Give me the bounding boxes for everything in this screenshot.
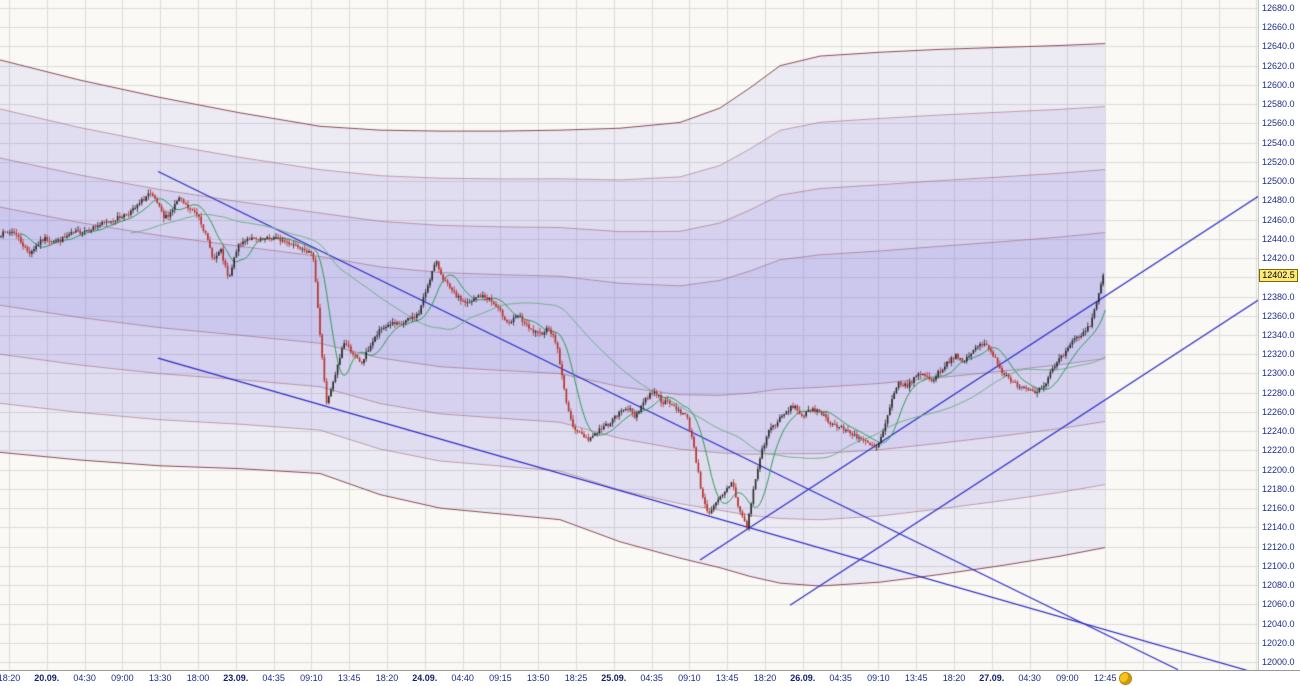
time-axis-label: 18:20 [942,673,966,683]
time-axis-label: 27.09. [979,673,1005,683]
price-axis-label: 12080.0 [1262,580,1295,591]
price-axis-label: 12620.0 [1262,60,1295,71]
time-axis-label: 18:20 [0,673,21,683]
time-axis-label: 13:45 [337,673,361,683]
time-axis: 18:20 20.09. 04:30 09:00 13:30 18:00 23.09. 04:… [0,670,1300,686]
price-axis-label: 12540.0 [1262,137,1295,148]
time-axis-label: 04:35 [262,673,285,683]
price-axis-label: 12660.0 [1262,22,1295,33]
time-axis-label: 04:35 [829,673,852,683]
price-axis-label: 12560.0 [1262,118,1295,129]
time-axis-label: 13:30 [148,673,172,683]
price-axis-label: 12200.0 [1262,464,1295,475]
price-axis-label: 12340.0 [1262,330,1295,340]
time-axis-label: 13:45 [715,673,739,683]
time-axis-label: 18:20 [753,673,777,683]
time-axis-label: 13:45 [904,673,928,683]
price-axis-label: 12060.0 [1262,599,1295,610]
price-axis-label: 12140.0 [1262,522,1295,533]
time-axis-label: 25.09. [601,673,627,683]
price-axis-label: 12220.0 [1262,445,1295,456]
time-axis-label: 09:00 [111,673,134,683]
price-axis-label: 12040.0 [1262,618,1295,629]
price-axis-label: 12580.0 [1262,99,1295,110]
last-price-tag: 12402.5 [1259,268,1298,282]
time-axis-label: 09:10 [867,673,890,683]
price-axis-label: 12420.0 [1262,253,1295,264]
price-axis-label: 12460.0 [1262,214,1295,225]
price-axis-label: 12180.0 [1262,483,1295,494]
price-axis: 12680.0 12660.0 12640.0 12620.0 12600.0 12580… [1258,0,1300,670]
session-clock-icon [1119,672,1132,685]
price-axis-label: 12520.0 [1262,156,1295,167]
price-axis-label: 12480.0 [1262,195,1295,206]
time-axis-label: 09:10 [678,673,701,683]
time-axis-label: 04:40 [451,673,474,683]
time-axis-label: 18:20 [375,673,399,683]
time-axis-label: 23.09. [223,673,249,683]
time-axis-label: 20.09. [34,673,60,683]
price-axis-label: 12500.0 [1262,176,1295,187]
price-axis-label: 12260.0 [1262,406,1295,417]
price-axis-label: 12240.0 [1262,426,1295,437]
price-axis-label: 12320.0 [1262,349,1295,360]
price-axis-label: 12100.0 [1262,560,1295,571]
time-axis-label: 26.09. [790,673,816,683]
price-axis-label: 12440.0 [1262,233,1295,244]
time-axis-label: 18:25 [564,673,588,683]
price-axis-label: 12300.0 [1262,368,1295,379]
time-axis-label: 09:00 [1056,673,1079,683]
price-axis-label: 12640.0 [1262,41,1295,52]
time-axis-label: 04:30 [1018,673,1041,683]
price-axis-label: 12360.0 [1262,310,1295,321]
price-axis-label: 12280.0 [1262,387,1295,398]
price-axis-label: 12380.0 [1262,291,1295,302]
time-axis-label: 04:35 [640,673,663,683]
price-axis-label: 12160.0 [1262,503,1295,514]
time-axis-label: 09:15 [489,673,512,683]
time-axis-label: 13:50 [526,673,550,683]
time-axis-label: 12:45 [1093,673,1117,683]
price-axis-label: 12600.0 [1262,79,1295,90]
time-axis-label: 18:00 [186,673,210,683]
price-axis-label: 12000.0 [1262,657,1295,667]
price-axis-label: 12020.0 [1262,637,1295,648]
time-axis-label: 04:30 [73,673,96,683]
price-axis-label: 12120.0 [1262,541,1295,552]
price-axis-label: 12680.0 [1262,3,1295,13]
time-axis-label: 09:10 [300,673,323,683]
price-chart-canvas[interactable] [0,0,1258,670]
time-axis-label: 24.09. [412,673,438,683]
